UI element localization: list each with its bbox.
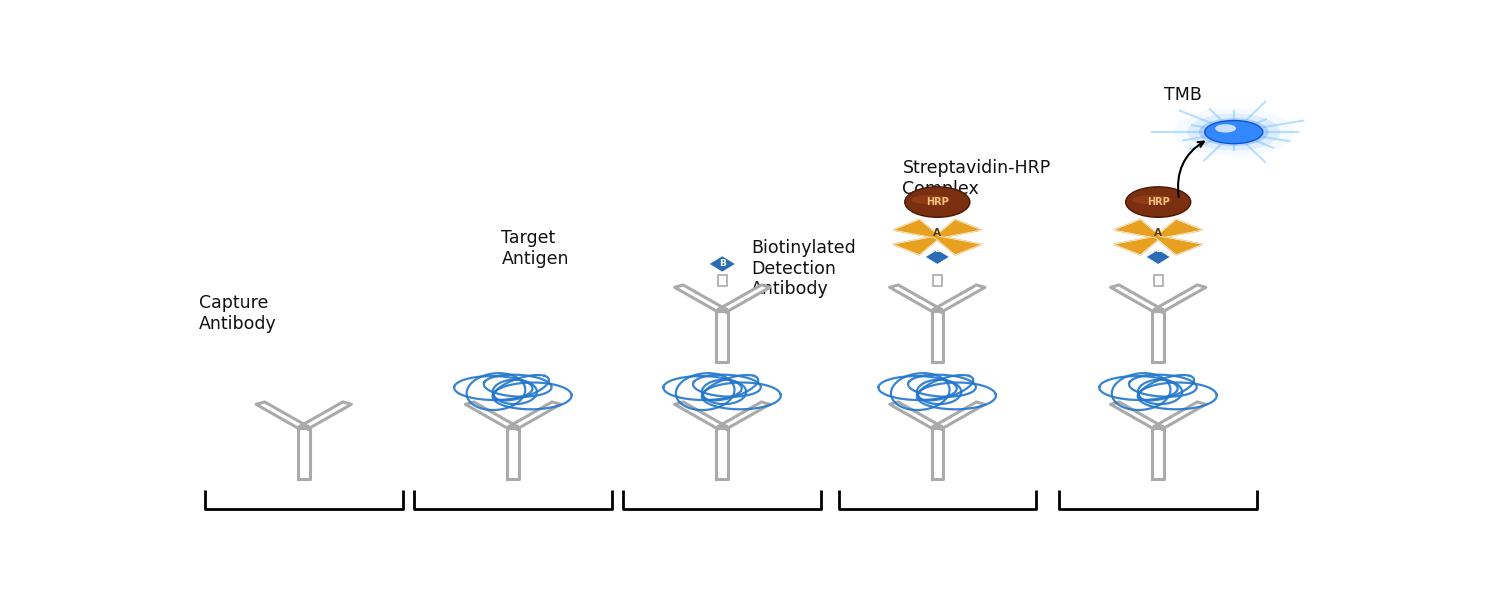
Polygon shape [718, 402, 770, 429]
Text: Capture
Antibody: Capture Antibody [200, 294, 278, 332]
Text: B: B [718, 259, 726, 268]
Polygon shape [890, 402, 942, 429]
Polygon shape [1113, 220, 1203, 255]
Text: Streptavidin-HRP
Complex: Streptavidin-HRP Complex [903, 159, 1050, 198]
Polygon shape [1154, 285, 1206, 312]
Circle shape [1173, 108, 1294, 156]
Bar [1154, 275, 1162, 286]
Text: HRP: HRP [1148, 197, 1170, 207]
Polygon shape [892, 220, 983, 255]
Polygon shape [1110, 285, 1162, 312]
Text: A: A [1154, 228, 1162, 238]
Polygon shape [675, 285, 726, 312]
Text: A: A [933, 228, 942, 238]
Polygon shape [717, 311, 728, 362]
Polygon shape [926, 250, 950, 265]
Polygon shape [298, 428, 309, 479]
Circle shape [1204, 121, 1263, 143]
Polygon shape [890, 285, 942, 312]
Polygon shape [718, 285, 770, 312]
Polygon shape [892, 220, 983, 255]
Polygon shape [1154, 402, 1206, 429]
Polygon shape [465, 402, 518, 429]
Circle shape [1198, 118, 1269, 146]
Polygon shape [933, 402, 986, 429]
Text: B: B [934, 245, 940, 254]
Ellipse shape [1125, 187, 1191, 217]
Polygon shape [932, 428, 944, 479]
Text: TMB: TMB [1164, 86, 1202, 104]
Polygon shape [933, 285, 986, 312]
Polygon shape [300, 402, 351, 429]
Bar [717, 275, 728, 286]
Polygon shape [509, 402, 561, 429]
Polygon shape [932, 311, 944, 362]
Polygon shape [717, 428, 728, 479]
Polygon shape [256, 402, 307, 429]
Polygon shape [1146, 250, 1170, 265]
Polygon shape [1152, 311, 1164, 362]
Polygon shape [708, 256, 736, 272]
Ellipse shape [904, 187, 970, 217]
Text: B: B [1155, 245, 1161, 254]
Ellipse shape [1132, 195, 1172, 205]
Text: Target
Antigen: Target Antigen [501, 229, 568, 268]
Bar [933, 275, 942, 286]
Polygon shape [675, 402, 726, 429]
Polygon shape [507, 428, 519, 479]
Polygon shape [1152, 428, 1164, 479]
Circle shape [1188, 113, 1280, 151]
Text: Biotinylated
Detection
Antibody: Biotinylated Detection Antibody [752, 239, 856, 298]
Text: HRP: HRP [926, 197, 948, 207]
Circle shape [1215, 124, 1236, 133]
Polygon shape [1113, 220, 1203, 255]
Ellipse shape [912, 195, 951, 205]
Polygon shape [1110, 402, 1162, 429]
